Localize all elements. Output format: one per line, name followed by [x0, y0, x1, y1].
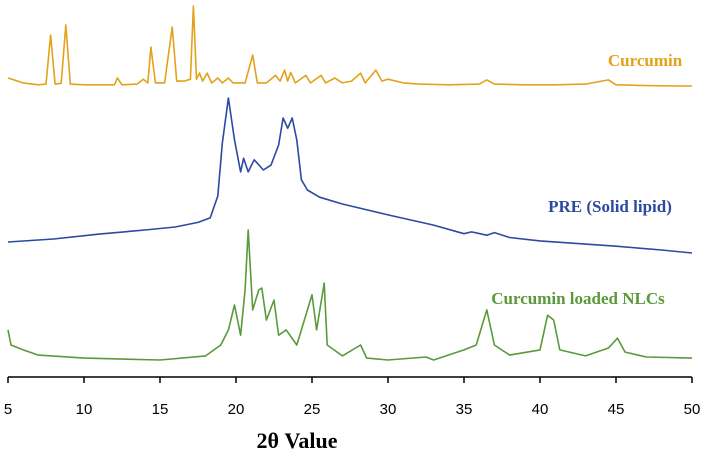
x-tick-label: 15 [152, 401, 169, 418]
series-label: Curcumin loaded NLCs [491, 289, 665, 308]
x-tick-label: 40 [532, 401, 549, 418]
x-axis-title: 2θ Value [257, 428, 338, 453]
x-tick-label: 45 [608, 401, 625, 418]
x-tick-label: 35 [456, 401, 473, 418]
series-label: PRE (Solid lipid) [548, 197, 672, 216]
xrd-line [7, 229, 693, 361]
x-tick-label: 20 [228, 401, 245, 418]
x-tick-label: 50 [684, 401, 701, 418]
x-tick-label: 30 [380, 401, 397, 418]
x-tick-label: 5 [4, 401, 12, 418]
xrd-line [7, 5, 692, 87]
x-tick-label: 10 [76, 401, 93, 418]
series-label: Curcumin [608, 51, 683, 70]
xrd-line [7, 97, 693, 254]
x-tick-label: 25 [304, 401, 321, 418]
